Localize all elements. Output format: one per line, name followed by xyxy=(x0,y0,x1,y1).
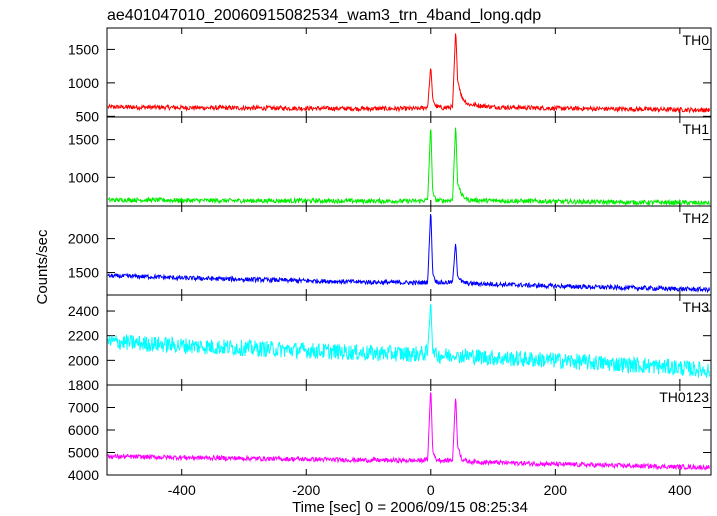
panel-label-th1: TH1 xyxy=(683,121,710,137)
x-axis-label: Time [sec] 0 = 2006/09/15 08:25:34 xyxy=(292,499,528,516)
panel-frame-th3 xyxy=(106,294,712,386)
y-tick-label-th0-1: 1000 xyxy=(68,75,99,91)
y-tick-label-th3-0: 1800 xyxy=(68,377,99,393)
y-axis-label: Counts/sec xyxy=(34,229,51,305)
chart-title: ae401047010_20060915082534_wam3_trn_4ban… xyxy=(107,7,541,24)
x-tick-label-3: 200 xyxy=(544,482,568,498)
y-tick-label-th1-0: 1000 xyxy=(68,169,99,185)
panels-group: 50010001500TH010001500TH115002000TH21800… xyxy=(68,27,712,498)
x-tick-label-1: -200 xyxy=(292,482,320,498)
y-tick-label-th0123-1: 5000 xyxy=(68,445,99,461)
panel-frame-th0123 xyxy=(106,384,712,476)
panel-label-th2: TH2 xyxy=(683,210,710,226)
panel-frame-th0 xyxy=(106,27,712,118)
y-tick-label-th0123-3: 7000 xyxy=(68,400,99,416)
y-tick-label-th0-2: 1500 xyxy=(68,41,99,57)
series-line-th2 xyxy=(107,213,710,294)
x-tick-label-0: -400 xyxy=(168,482,196,498)
series-line-th0 xyxy=(107,33,710,114)
y-tick-label-th2-0: 1500 xyxy=(68,265,99,281)
y-tick-label-th0-0: 500 xyxy=(76,108,100,124)
x-tick-label-2: 0 xyxy=(427,482,435,498)
y-tick-label-th3-2: 2200 xyxy=(68,328,99,344)
y-tick-label-th3-1: 2000 xyxy=(68,352,99,368)
series-line-th1 xyxy=(107,127,710,206)
panel-label-th0: TH0 xyxy=(683,32,710,48)
y-tick-label-th2-1: 2000 xyxy=(68,231,99,247)
panel-label-th3: TH3 xyxy=(683,299,710,315)
series-line-th0123 xyxy=(107,391,710,471)
x-tick-label-4: 400 xyxy=(668,482,692,498)
series-line-th3 xyxy=(107,303,710,378)
panel-label-th0123: TH0123 xyxy=(659,389,709,405)
panel-frame-th2 xyxy=(106,205,712,296)
panel-frame-th1 xyxy=(106,116,712,207)
y-tick-label-th3-3: 2400 xyxy=(68,303,99,319)
y-tick-label-th0123-2: 6000 xyxy=(68,422,99,438)
y-tick-label-th0123-0: 4000 xyxy=(68,467,99,483)
y-tick-label-th1-1: 1500 xyxy=(68,132,99,148)
